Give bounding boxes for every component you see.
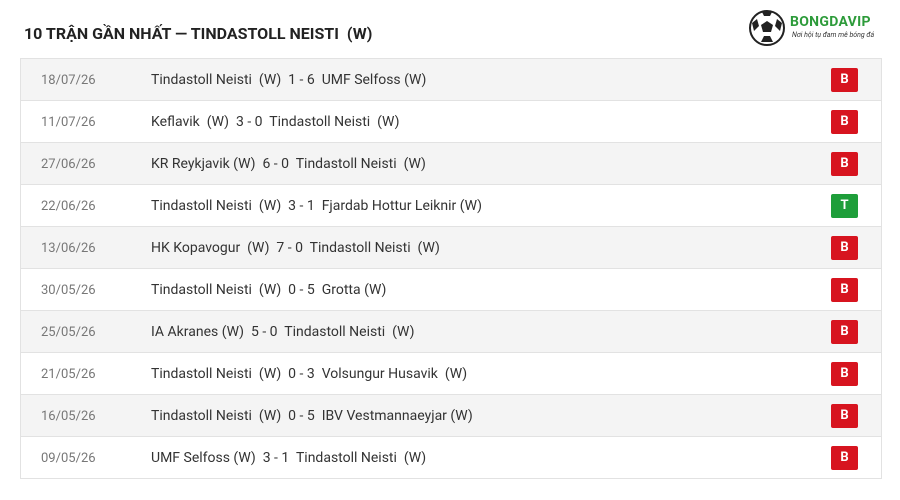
score: 7 - 0 bbox=[276, 240, 303, 256]
match-row[interactable]: 30/05/26 Tindastoll Neisti (W) 0 - 5 Grot… bbox=[21, 269, 881, 311]
home-team: Tindastoll Neisti (W) bbox=[151, 366, 282, 382]
match-line: IA Akranes (W) 5 - 0 Tindastoll Neisti (… bbox=[151, 324, 414, 340]
score: 0 - 5 bbox=[288, 408, 315, 424]
match-date: 30/05/26 bbox=[41, 283, 96, 298]
match-date: 22/06/26 bbox=[41, 199, 96, 214]
match-date: 18/07/26 bbox=[41, 73, 96, 88]
away-team: IBV Vestmannaeyjar (W) bbox=[321, 408, 473, 424]
away-team: Tindastoll Neisti (W) bbox=[269, 114, 400, 130]
match-row[interactable]: 27/06/26 KR Reykjavik (W) 6 - 0 Tindastol… bbox=[21, 143, 881, 185]
match-line: Keflavik (W) 3 - 0 Tindastoll Neisti (W) bbox=[151, 114, 399, 130]
away-team: Tindastoll Neisti (W) bbox=[295, 450, 427, 466]
logo-tagline: Nơi hội tụ đam mê bóng đá bbox=[792, 31, 875, 39]
home-team: KR Reykjavik (W) bbox=[151, 156, 256, 172]
home-team: IA Akranes (W) bbox=[151, 324, 245, 340]
score: 5 - 0 bbox=[250, 324, 278, 340]
away-team: Fjardab Hottur Leiknir (W) bbox=[321, 198, 483, 214]
result-badge: B bbox=[831, 362, 858, 386]
match-date: 13/06/26 bbox=[41, 241, 96, 256]
result-badge: B bbox=[831, 278, 858, 302]
match-date: 16/05/26 bbox=[41, 409, 96, 424]
home-team: Tindastoll Neisti (W) bbox=[151, 282, 282, 298]
match-line: UMF Selfoss (W) 3 - 1 Tindastoll Neisti … bbox=[151, 450, 426, 466]
match-line: Tindastoll Neisti (W) 0 - 3 Volsungur Hu… bbox=[151, 366, 467, 382]
score: 0 - 5 bbox=[288, 282, 315, 298]
score: 3 - 1 bbox=[288, 198, 315, 214]
title: 10 TRẬN GẦN NHẤT — TINDASTOLL NEISTI (W) bbox=[24, 24, 373, 43]
away-team: Volsungur Husavik (W) bbox=[321, 366, 468, 382]
match-row[interactable]: 25/05/26 IA Akranes (W) 5 - 0 Tindastoll … bbox=[21, 311, 881, 353]
match-line: Tindastoll Neisti (W) 3 - 1 Fjardab Hott… bbox=[151, 198, 482, 214]
result-badge: B bbox=[831, 110, 858, 134]
result-badge: B bbox=[831, 446, 858, 470]
home-team: HK Kopavogur (W) bbox=[151, 240, 270, 256]
score: 3 - 1 bbox=[262, 450, 290, 466]
match-row[interactable]: 22/06/26 Tindastoll Neisti (W) 3 - 1 Fjar… bbox=[21, 185, 881, 227]
score: 6 - 0 bbox=[262, 156, 290, 172]
away-team: UMF Selfoss (W) bbox=[321, 72, 427, 88]
result-badge: B bbox=[831, 320, 858, 344]
match-line: HK Kopavogur (W) 7 - 0 Tindastoll Neisti… bbox=[151, 240, 440, 256]
match-line: KR Reykjavik (W) 6 - 0 Tindastoll Neisti… bbox=[151, 156, 426, 172]
score: 3 - 0 bbox=[236, 114, 263, 130]
score: 1 - 6 bbox=[288, 72, 315, 88]
match-row[interactable]: 16/05/26 Tindastoll Neisti (W) 0 - 5 IBV … bbox=[21, 395, 881, 437]
away-team: Tindastoll Neisti (W) bbox=[309, 240, 440, 256]
score: 0 - 3 bbox=[288, 366, 315, 382]
match-line: Tindastoll Neisti (W) 0 - 5 Grotta (W) bbox=[151, 282, 386, 298]
match-row[interactable]: 18/07/26 Tindastoll Neisti (W) 1 - 6 UMF … bbox=[21, 59, 881, 101]
home-team: Tindastoll Neisti (W) bbox=[151, 72, 282, 88]
match-row[interactable]: 21/05/26 Tindastoll Neisti (W) 0 - 3 Vols… bbox=[21, 353, 881, 395]
home-team: UMF Selfoss (W) bbox=[151, 450, 256, 466]
match-date: 27/06/26 bbox=[41, 157, 96, 172]
away-team: Tindastoll Neisti (W) bbox=[295, 156, 426, 172]
home-team: Tindastoll Neisti (W) bbox=[151, 408, 282, 424]
logo-ball bbox=[749, 10, 785, 46]
logo-name: BONGDAVIP bbox=[790, 14, 871, 30]
match-row[interactable]: 09/05/26 UMF Selfoss (W) 3 - 1 Tindastoll… bbox=[21, 437, 881, 478]
match-date: 21/05/26 bbox=[41, 367, 96, 382]
match-line: Tindastoll Neisti (W) 1 - 6 UMF Selfoss … bbox=[151, 72, 426, 88]
away-team: Tindastoll Neisti (W) bbox=[284, 324, 415, 340]
away-team: Grotta (W) bbox=[321, 282, 387, 298]
match-date: 09/05/26 bbox=[41, 451, 96, 466]
result-badge: B bbox=[831, 404, 858, 428]
logo[interactable]: BONGDAVIP Nơi hội tụ đam mê bóng đá bbox=[748, 9, 888, 47]
home-team: Keflavik (W) bbox=[151, 114, 230, 130]
result-badge: T bbox=[831, 194, 858, 218]
match-date: 11/07/26 bbox=[41, 115, 96, 130]
match-table: 18/07/26 Tindastoll Neisti (W) 1 - 6 UMF … bbox=[20, 58, 882, 479]
result-badge: B bbox=[831, 236, 858, 260]
result-badge: B bbox=[831, 68, 858, 92]
match-date: 25/05/26 bbox=[41, 325, 96, 340]
match-row[interactable]: 11/07/26 Keflavik (W) 3 - 0 Tindastoll Ne… bbox=[21, 101, 881, 143]
match-row[interactable]: 13/06/26 HK Kopavogur (W) 7 - 0 Tindastol… bbox=[21, 227, 881, 269]
match-line: Tindastoll Neisti (W) 0 - 5 IBV Vestmann… bbox=[151, 408, 473, 424]
result-badge: B bbox=[831, 152, 858, 176]
home-team: Tindastoll Neisti (W) bbox=[151, 198, 282, 214]
